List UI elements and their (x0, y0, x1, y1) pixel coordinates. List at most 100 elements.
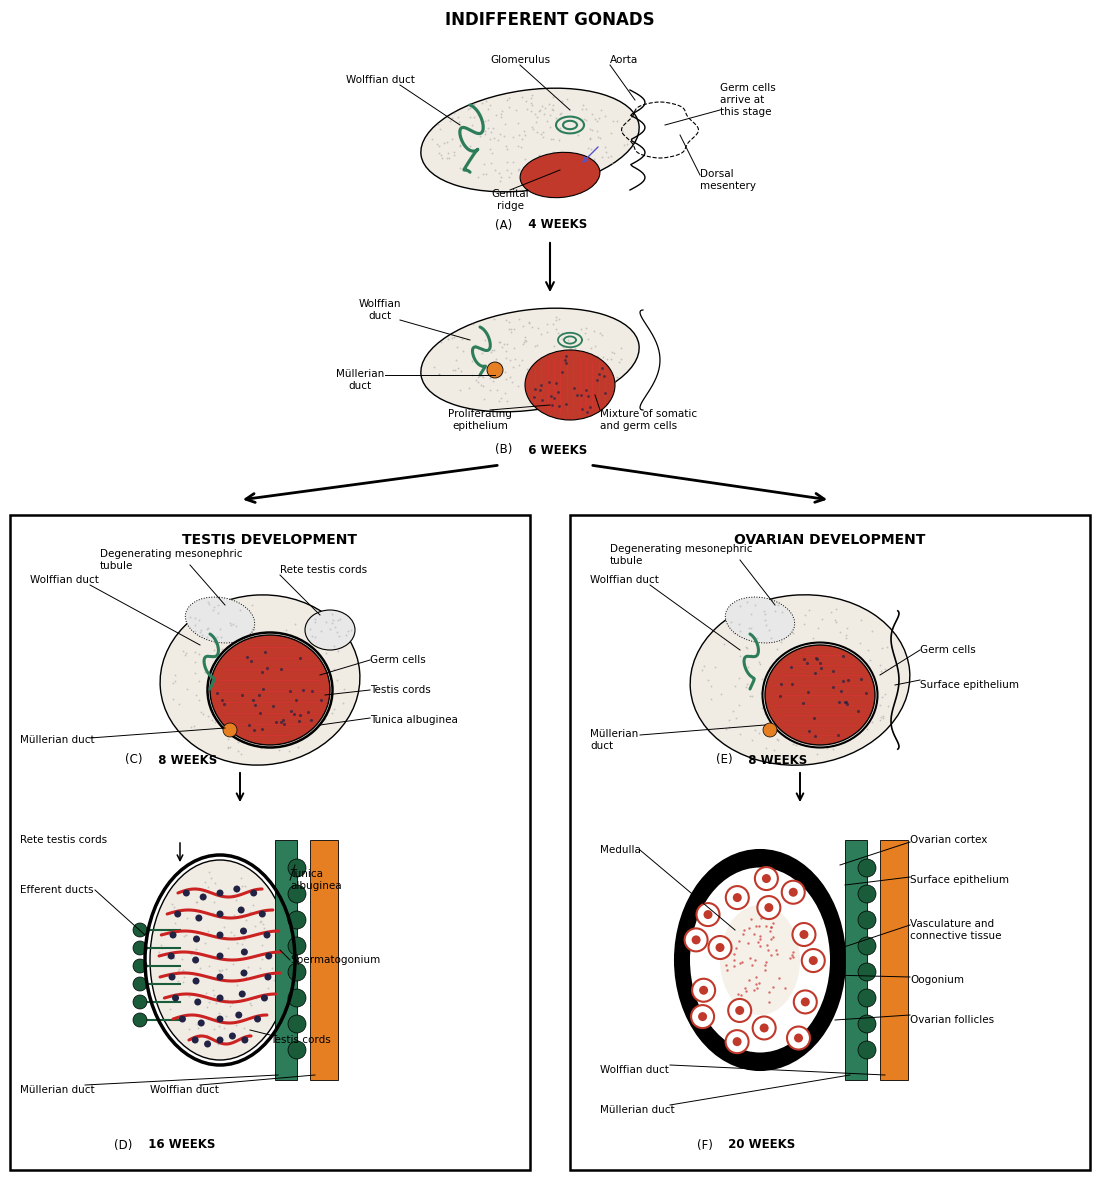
Point (204, 710, 221, 729)
Point (572, 320, 590, 339)
Point (189, 1020, 207, 1038)
Point (240, 715, 257, 734)
Point (732, 985, 749, 1004)
Point (330, 627, 348, 645)
Point (738, 638, 756, 657)
Point (835, 695, 852, 714)
Point (747, 596, 764, 615)
Point (873, 688, 891, 707)
Point (267, 643, 285, 662)
Point (430, 114, 448, 133)
Point (485, 309, 503, 328)
Point (224, 886, 242, 905)
Point (241, 904, 258, 923)
Point (762, 917, 780, 936)
Point (472, 126, 490, 145)
Point (206, 634, 223, 653)
Circle shape (217, 1016, 223, 1023)
Point (210, 1017, 228, 1036)
Point (240, 958, 257, 977)
Point (233, 708, 251, 727)
Text: Germ cells: Germ cells (920, 645, 976, 655)
Point (587, 358, 605, 376)
Point (307, 671, 324, 690)
Point (812, 658, 829, 677)
Point (543, 87, 561, 106)
Point (808, 649, 826, 668)
Point (484, 371, 502, 389)
Point (497, 310, 515, 329)
Point (306, 614, 323, 632)
Point (290, 649, 308, 668)
Point (864, 713, 881, 732)
Point (874, 708, 892, 727)
Point (806, 727, 824, 746)
Point (194, 625, 211, 644)
Point (478, 118, 496, 137)
Point (290, 668, 308, 687)
Point (198, 620, 216, 638)
Point (746, 721, 763, 740)
Point (195, 887, 212, 906)
Point (202, 868, 220, 887)
Point (808, 618, 826, 637)
Point (449, 109, 466, 127)
Circle shape (755, 867, 778, 890)
Point (773, 675, 791, 694)
Ellipse shape (421, 88, 639, 192)
Point (272, 932, 289, 951)
Point (730, 725, 748, 743)
Point (251, 686, 268, 704)
Point (528, 123, 546, 142)
Point (500, 98, 518, 117)
Point (170, 920, 188, 939)
Point (578, 402, 595, 421)
Point (529, 153, 547, 172)
Point (784, 624, 802, 643)
Point (723, 612, 740, 631)
Point (521, 392, 539, 411)
Point (757, 739, 774, 758)
Point (739, 657, 757, 676)
Point (532, 162, 550, 181)
Point (190, 690, 208, 709)
Point (491, 392, 508, 411)
Ellipse shape (161, 595, 360, 765)
Point (252, 671, 270, 690)
Point (466, 336, 484, 355)
Point (836, 728, 854, 747)
Point (206, 597, 223, 616)
Circle shape (762, 874, 771, 883)
Point (504, 127, 521, 146)
Circle shape (217, 952, 223, 959)
Point (152, 936, 169, 955)
Text: 20 WEEKS: 20 WEEKS (720, 1139, 795, 1152)
Point (804, 628, 822, 647)
Circle shape (726, 1030, 749, 1054)
Point (861, 650, 879, 669)
Point (161, 999, 178, 1018)
Point (251, 958, 268, 977)
Point (244, 641, 262, 660)
Point (529, 163, 547, 182)
Point (575, 110, 593, 129)
Point (295, 681, 312, 700)
Point (825, 677, 843, 696)
Point (576, 354, 594, 373)
Point (329, 641, 346, 660)
Point (804, 693, 822, 712)
Point (594, 148, 612, 166)
Point (244, 648, 262, 667)
Point (537, 150, 554, 169)
Point (180, 1020, 198, 1038)
Point (578, 342, 595, 361)
Point (838, 726, 856, 745)
Circle shape (192, 936, 200, 943)
Text: Genital
ridge: Genital ridge (492, 189, 529, 211)
Text: Wolffian duct: Wolffian duct (590, 575, 659, 585)
Point (602, 146, 619, 165)
Point (165, 898, 183, 917)
Point (582, 339, 600, 358)
Point (543, 395, 561, 414)
Point (758, 616, 776, 635)
